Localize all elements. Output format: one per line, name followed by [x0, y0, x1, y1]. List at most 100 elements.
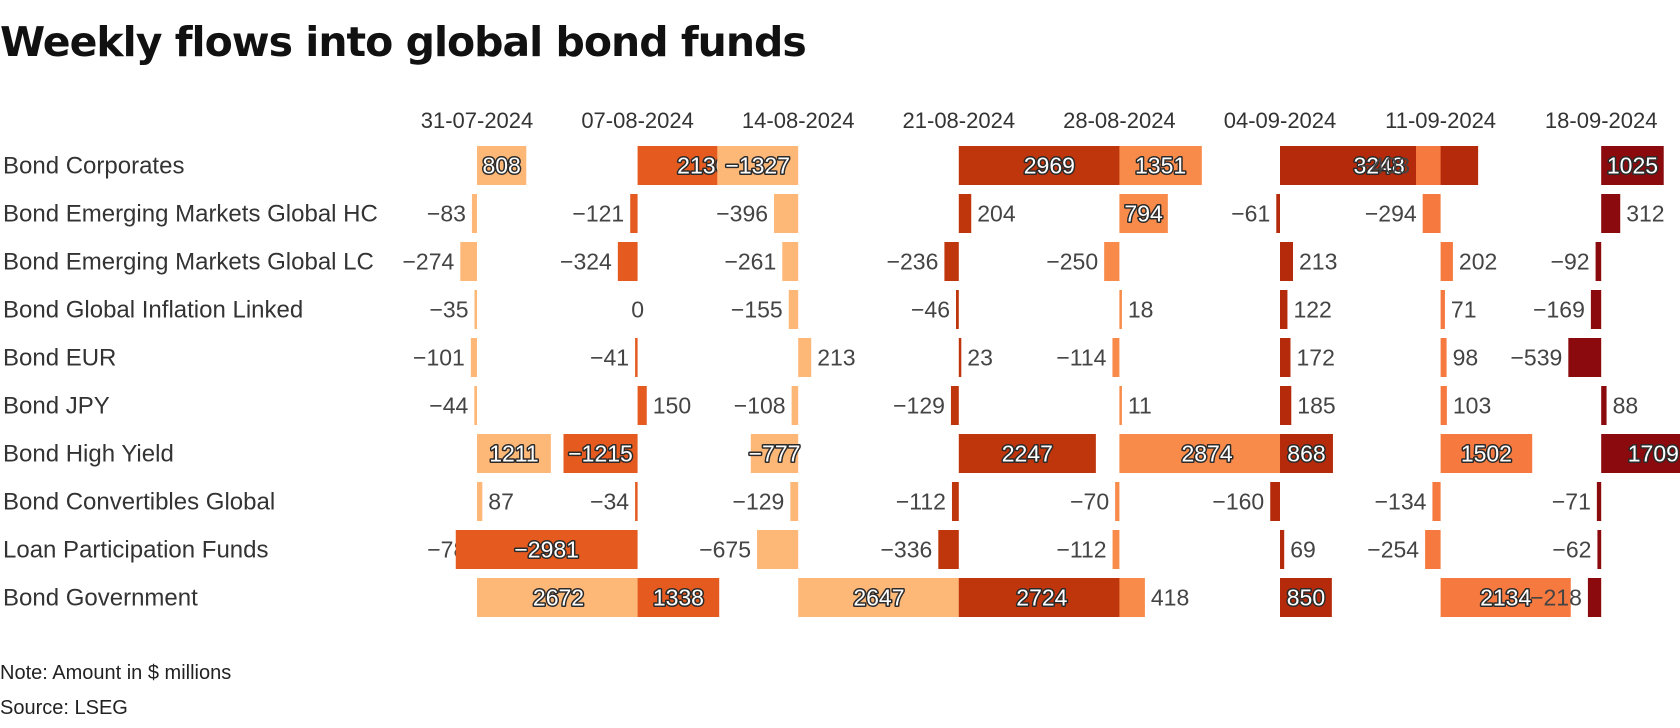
data-label: −129 — [733, 489, 785, 515]
bar — [938, 530, 959, 569]
data-label: 71 — [1451, 297, 1477, 323]
chart-title: Weekly flows into global bond funds — [0, 18, 807, 66]
data-label: −169 — [1533, 297, 1585, 323]
bar — [955, 290, 959, 329]
bar — [1119, 386, 1122, 425]
data-label: −34 — [590, 489, 629, 515]
data-label: −62 — [1552, 537, 1591, 563]
bar — [950, 386, 959, 425]
data-label: −61 — [1231, 201, 1270, 227]
data-label: −160 — [1212, 489, 1264, 515]
data-label: 2969 — [1024, 153, 1075, 179]
bar — [1112, 530, 1120, 569]
bar — [958, 338, 962, 377]
data-label: 1211 — [489, 441, 538, 467]
data-label: −71 — [1552, 489, 1591, 515]
bar — [1587, 578, 1602, 617]
data-label: 418 — [1151, 585, 1189, 611]
data-label: −777 — [749, 441, 801, 467]
data-label: 0 — [631, 297, 644, 323]
bar — [1119, 194, 1168, 233]
data-label: 98 — [1453, 345, 1479, 371]
bar — [774, 194, 799, 233]
row-label: Bond Convertibles Global — [3, 489, 275, 516]
bar — [470, 338, 477, 377]
data-label: 103 — [1453, 393, 1491, 419]
data-label: −112 — [896, 489, 946, 515]
bar — [474, 386, 477, 425]
data-label: −134 — [1375, 489, 1427, 515]
bar — [1280, 578, 1332, 617]
data-label: −121 — [572, 201, 624, 227]
bar — [1568, 338, 1602, 377]
data-label: 312 — [1626, 201, 1664, 227]
bar — [477, 146, 527, 185]
bar — [617, 242, 638, 281]
bar — [477, 434, 551, 473]
bar — [1280, 242, 1293, 281]
column-header: 11-09-2024 — [1385, 108, 1496, 133]
bar — [750, 434, 799, 473]
data-label: −155 — [731, 297, 783, 323]
data-label: 1338 — [653, 585, 704, 611]
bar — [1280, 530, 1285, 569]
chart-note: Note: Amount in $ millions — [0, 662, 232, 684]
data-label: −539 — [1511, 345, 1563, 371]
bar — [1440, 578, 1571, 617]
row-label: Bond High Yield — [3, 441, 174, 468]
bar — [635, 482, 638, 521]
bar — [477, 482, 483, 521]
data-label: −44 — [429, 393, 468, 419]
bar — [1280, 338, 1291, 377]
bar — [635, 338, 638, 377]
row-label: Bond EUR — [3, 345, 116, 372]
bar — [791, 386, 799, 425]
bar — [1270, 482, 1280, 521]
data-label: 2134 — [1480, 585, 1531, 611]
data-label: −1327 — [725, 153, 790, 179]
row-label: Bond Corporates — [3, 153, 184, 180]
data-label: −70 — [1070, 489, 1109, 515]
data-label: 213 — [817, 345, 855, 371]
bar — [1596, 482, 1602, 521]
bar — [1440, 338, 1447, 377]
data-label: 202 — [1459, 249, 1497, 275]
data-label: −236 — [887, 249, 939, 275]
bar — [958, 434, 1096, 473]
data-label: −35 — [429, 297, 468, 323]
data-label: 3248 — [1353, 153, 1404, 179]
data-label: −324 — [560, 249, 612, 275]
bar — [790, 482, 799, 521]
row-label: Bond Emerging Markets Global LC — [3, 249, 374, 276]
bar — [958, 578, 1125, 617]
data-label: 185 — [1297, 393, 1335, 419]
data-label: −250 — [1046, 249, 1098, 275]
data-label: −294 — [1365, 201, 1417, 227]
row-label: Bond Government — [3, 585, 198, 612]
bar — [1280, 386, 1292, 425]
data-label: −261 — [724, 249, 776, 275]
data-label: −46 — [911, 297, 950, 323]
data-label: −108 — [734, 393, 786, 419]
data-label: 23 — [967, 345, 993, 371]
data-label: 850 — [1287, 585, 1325, 611]
bar — [1115, 482, 1120, 521]
bar — [782, 242, 799, 281]
data-label: 2672 — [533, 585, 584, 611]
bar — [798, 578, 960, 617]
bar — [1601, 386, 1607, 425]
data-label: −396 — [716, 201, 768, 227]
data-label: 1351 — [1135, 153, 1186, 179]
data-label: −336 — [880, 537, 932, 563]
data-label: −114 — [1056, 345, 1106, 371]
bar — [1440, 386, 1447, 425]
bar — [1601, 146, 1664, 185]
bar — [798, 338, 812, 377]
data-label: 1502 — [1461, 441, 1512, 467]
data-label: −92 — [1551, 249, 1590, 275]
bar — [1276, 194, 1280, 233]
bar — [1440, 290, 1445, 329]
bar — [944, 242, 959, 281]
data-label: 88 — [1613, 393, 1639, 419]
